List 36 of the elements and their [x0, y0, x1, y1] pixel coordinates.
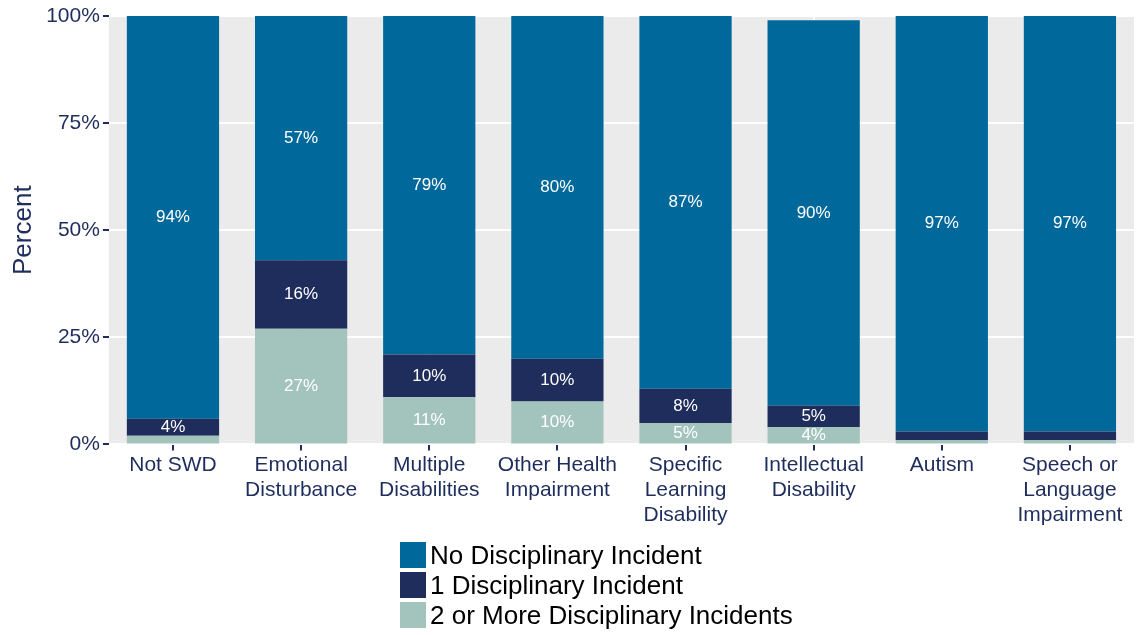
- data-label: 79%: [412, 174, 447, 194]
- data-label: 5%: [801, 406, 826, 426]
- y-tick-label: 25%: [57, 324, 100, 348]
- data-label: 94%: [155, 207, 190, 227]
- data-label: 10%: [540, 412, 575, 432]
- data-label: 16%: [284, 284, 319, 304]
- y-tick-label: 75%: [57, 109, 100, 133]
- x-tick-label: Multiple Disabilities: [379, 451, 480, 500]
- x-tick-label: Other Health Impairment: [497, 451, 617, 500]
- legend-label: 2 or More Disciplinary Incidents: [430, 600, 793, 630]
- data-label: 90%: [796, 202, 831, 222]
- y-tick-label: 50%: [57, 217, 100, 240]
- data-label: 8%: [673, 395, 698, 415]
- data-label: 5%: [673, 422, 698, 442]
- data-label: 4%: [160, 416, 186, 436]
- legend-label: No Disciplinary Incident: [430, 540, 702, 570]
- data-label: 10%: [412, 365, 447, 385]
- data-label: 10%: [540, 369, 575, 389]
- x-tick-label: Emotional Disturbance: [245, 451, 358, 500]
- x-tick-label: Speech or Language Impairment: [1017, 451, 1123, 526]
- data-label: 97%: [924, 213, 959, 233]
- x-tick-label: Not SWD: [129, 451, 217, 475]
- data-label: 57%: [284, 127, 319, 147]
- data-label: 97%: [1052, 213, 1087, 233]
- y-tick-label: 0%: [69, 431, 100, 455]
- x-tick-label: Intellectual Disability: [763, 451, 864, 500]
- y-tick-label: 100%: [46, 2, 100, 26]
- x-tick-label: Specific Learning Disability: [643, 451, 729, 526]
- data-label: 27%: [284, 375, 319, 395]
- data-label: 4%: [801, 425, 826, 445]
- y-axis-title: Percent: [6, 184, 37, 275]
- data-label: 87%: [668, 192, 703, 212]
- data-label: 80%: [540, 177, 575, 197]
- x-tick-label: Autism: [909, 451, 974, 475]
- data-label: 11%: [412, 410, 446, 430]
- legend-label: 1 Disciplinary Incident: [430, 570, 683, 600]
